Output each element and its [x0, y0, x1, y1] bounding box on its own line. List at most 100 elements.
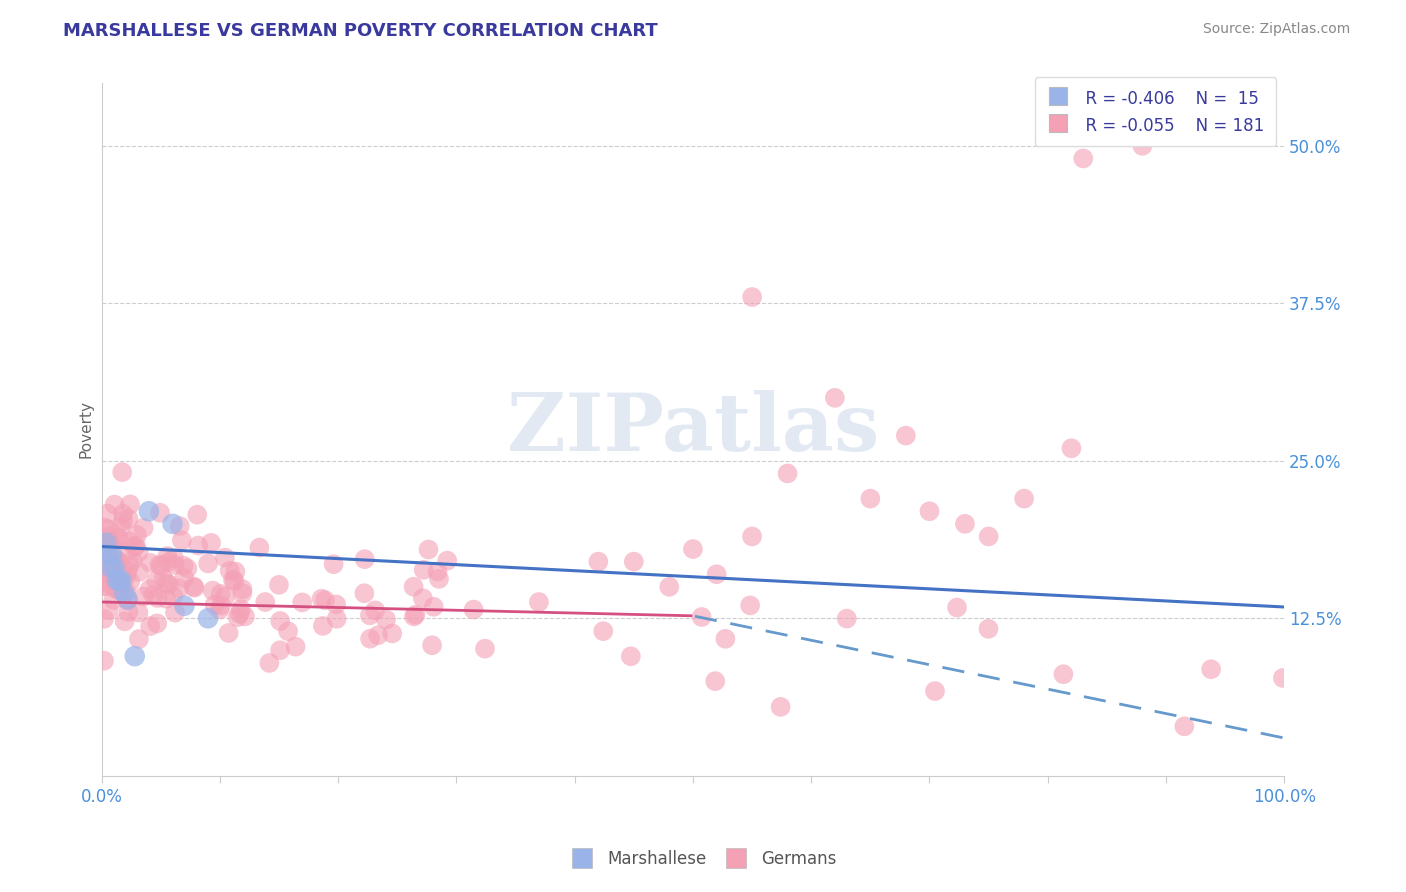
Point [359, 608, 381, 623]
Point [527, 595, 550, 609]
Point [110, 520, 132, 534]
Point [186, 508, 208, 522]
Point [402, 580, 425, 594]
Point [162, 589, 184, 603]
Point [124, 540, 146, 554]
Point [224, 565, 246, 579]
Point [156, 549, 179, 563]
Point [588, 555, 610, 569]
Point [112, 514, 135, 528]
Point [124, 649, 146, 664]
Point [741, 529, 763, 543]
Point [115, 585, 138, 599]
Point [918, 504, 941, 518]
Point [107, 533, 129, 547]
Point [105, 553, 128, 567]
Point [277, 624, 299, 639]
Point [714, 632, 737, 646]
Point [740, 599, 762, 613]
Point [97, 549, 120, 563]
Point [353, 552, 375, 566]
Point [291, 595, 314, 609]
Point [148, 558, 170, 572]
Point [325, 612, 347, 626]
Point [325, 598, 347, 612]
Point [114, 615, 136, 629]
Point [741, 290, 763, 304]
Point [1173, 719, 1195, 733]
Point [187, 539, 209, 553]
Point [894, 428, 917, 442]
Point [224, 574, 246, 588]
Point [104, 574, 127, 589]
Point [104, 581, 127, 595]
Point [104, 498, 127, 512]
Point [1060, 442, 1083, 456]
Point [111, 465, 134, 479]
Point [233, 609, 256, 624]
Point [139, 619, 162, 633]
Point [107, 530, 129, 544]
Point [96, 535, 118, 549]
Point [228, 607, 250, 621]
Point [97, 562, 120, 576]
Point [946, 600, 969, 615]
Point [977, 622, 1000, 636]
Point [474, 641, 496, 656]
Y-axis label: Poverty: Poverty [79, 401, 93, 458]
Point [1271, 671, 1294, 685]
Point [139, 556, 162, 570]
Point [121, 553, 143, 567]
Point [412, 591, 434, 606]
Point [183, 580, 205, 594]
Point [138, 504, 160, 518]
Point [117, 512, 139, 526]
Point [146, 616, 169, 631]
Point [120, 574, 142, 589]
Legend: Marshallese, Germans: Marshallese, Germans [562, 844, 844, 875]
Point [222, 573, 245, 587]
Point [98, 529, 121, 543]
Point [364, 603, 387, 617]
Point [173, 571, 195, 585]
Point [96, 535, 118, 549]
Point [108, 583, 131, 598]
Point [112, 507, 135, 521]
Point [98, 536, 121, 550]
Point [104, 575, 127, 590]
Point [105, 556, 128, 570]
Point [104, 582, 127, 596]
Point [418, 542, 440, 557]
Point [314, 593, 336, 607]
Point [229, 602, 252, 616]
Point [427, 572, 450, 586]
Point [269, 643, 291, 657]
Point [150, 558, 173, 573]
Point [142, 588, 165, 602]
Point [118, 558, 141, 573]
Point [94, 579, 117, 593]
Point [824, 391, 846, 405]
Point [149, 506, 172, 520]
Point [156, 555, 179, 569]
Point [163, 558, 186, 572]
Point [108, 566, 131, 581]
Point [125, 539, 148, 553]
Point [620, 649, 643, 664]
Point [117, 592, 139, 607]
Point [353, 586, 375, 600]
Point [1199, 662, 1222, 676]
Point [117, 544, 139, 558]
Point [125, 528, 148, 542]
Point [1132, 139, 1154, 153]
Point [103, 593, 125, 607]
Point [100, 538, 122, 552]
Point [769, 699, 792, 714]
Point [127, 606, 149, 620]
Point [463, 602, 485, 616]
Point [170, 533, 193, 548]
Point [120, 497, 142, 511]
Point [104, 561, 127, 575]
Point [163, 606, 186, 620]
Point [231, 582, 253, 596]
